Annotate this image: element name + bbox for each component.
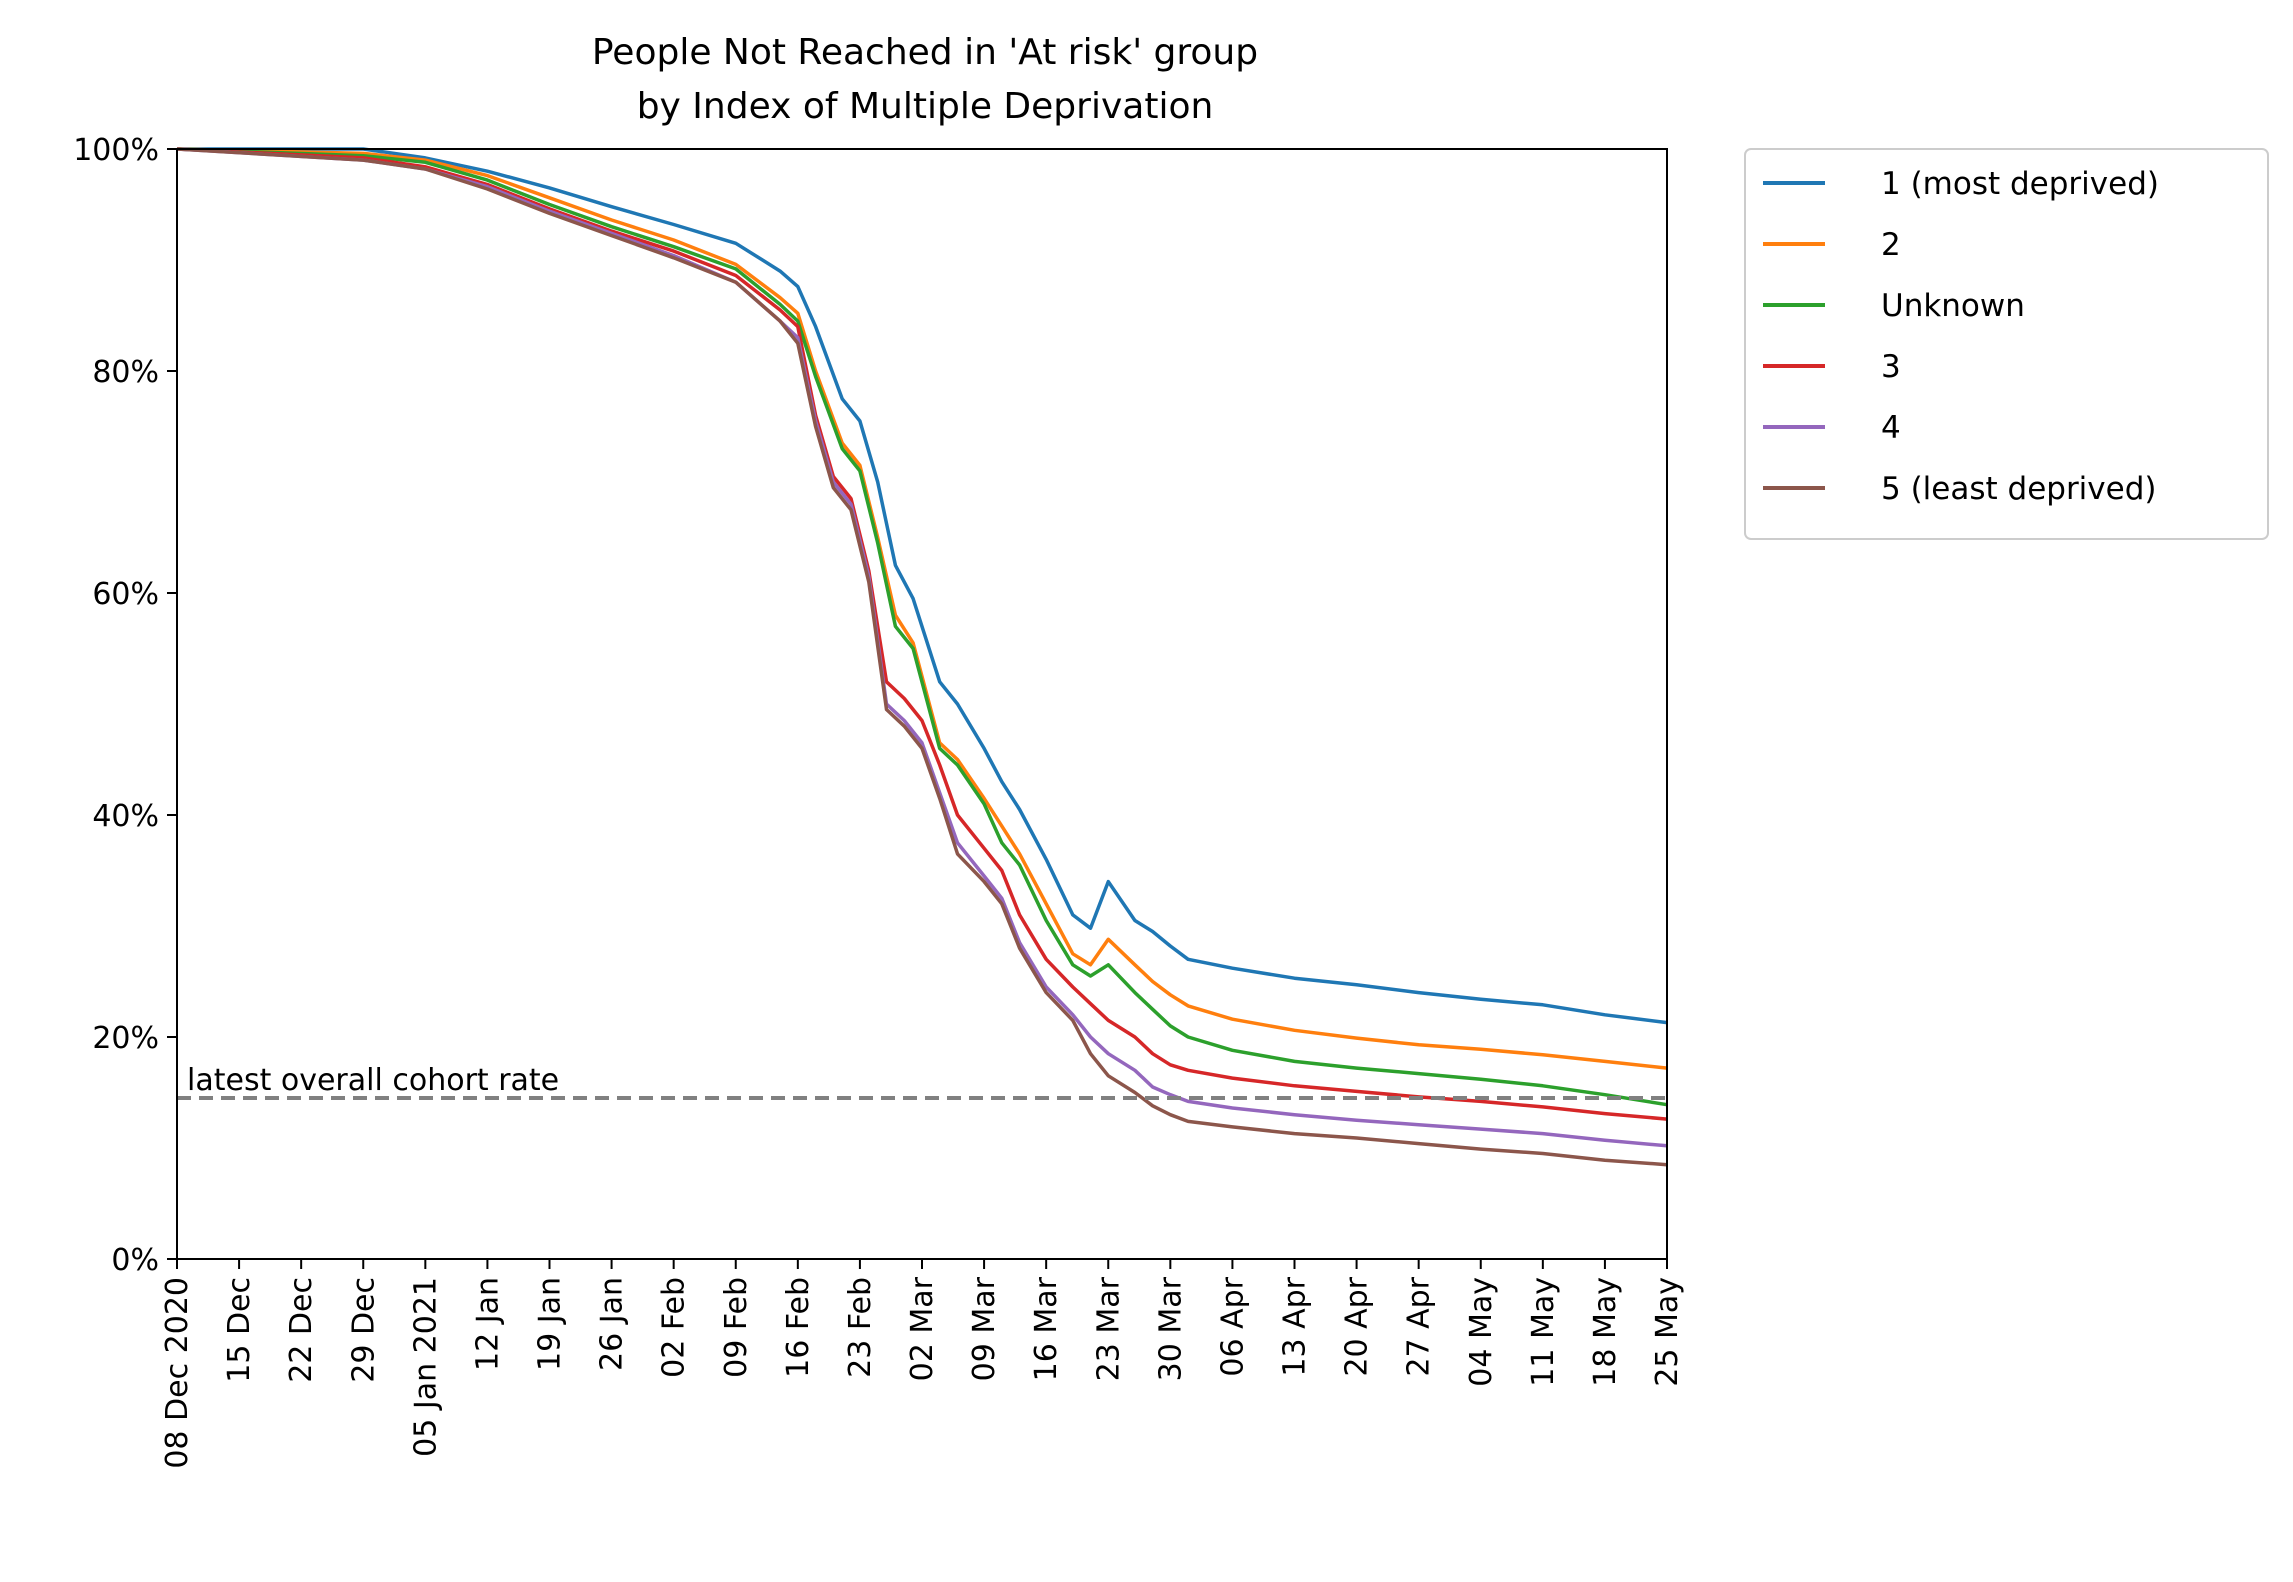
- x-tick-label: 18 May: [1588, 1277, 1623, 1387]
- x-tick-label: 09 Mar: [967, 1276, 1002, 1381]
- x-tick-label: 09 Feb: [719, 1277, 754, 1378]
- x-tick-label: 04 May: [1464, 1277, 1499, 1387]
- x-tick-label: 13 Apr: [1278, 1276, 1313, 1376]
- legend-label-unknown: Unknown: [1881, 288, 2025, 324]
- y-axis: 0% 20% 40% 60% 80% 100%: [73, 133, 177, 1278]
- legend-label-4: 4: [1881, 410, 1901, 446]
- y-tick-label: 80%: [92, 355, 159, 390]
- legend: 1 (most deprived) 2 Unknown 3 4 5 (least depr…: [1744, 148, 2269, 540]
- x-axis: 08 Dec 2020 15 Dec 22 Dec 29 Dec 05 Jan 2021…: [160, 1259, 1685, 1469]
- legend-box: [1744, 148, 2269, 540]
- x-tick-label: 16 Feb: [781, 1277, 816, 1378]
- y-tick-label: 100%: [73, 133, 159, 168]
- legend-label-1-most-deprived: 1 (most deprived): [1881, 166, 2159, 202]
- x-tick-label: 30 Mar: [1153, 1276, 1188, 1381]
- legend-label-5-least-deprived: 5 (least deprived): [1881, 471, 2157, 507]
- x-tick-label: 25 May: [1650, 1277, 1685, 1387]
- x-tick-label: 15 Dec: [222, 1277, 257, 1383]
- x-tick-label: 02 Mar: [905, 1276, 940, 1381]
- x-tick-label: 12 Jan: [470, 1277, 505, 1371]
- x-tick-label: 26 Jan: [595, 1277, 630, 1371]
- reference-line-group: latest overall cohort rate: [177, 1063, 1667, 1101]
- x-tick-label: 23 Mar: [1091, 1276, 1126, 1381]
- x-tick-label: 06 Apr: [1215, 1276, 1250, 1376]
- y-tick-label: 40%: [92, 799, 159, 834]
- series-layer: [176, 147, 1668, 1167]
- series-line-3: [176, 147, 1668, 1121]
- y-tick-label: 60%: [92, 577, 159, 612]
- series-line-1-most-deprived: [177, 147, 1668, 1025]
- x-tick-label: 29 Dec: [346, 1277, 381, 1383]
- legend-label-2: 2: [1881, 227, 1901, 263]
- x-tick-label: 02 Feb: [657, 1277, 692, 1378]
- x-tick-label: 19 Jan: [533, 1277, 568, 1371]
- series-line-5-least-deprived: [176, 147, 1668, 1167]
- y-tick-label: 20%: [92, 1021, 159, 1056]
- y-tick-label: 0%: [111, 1243, 159, 1278]
- chart-title: People Not Reached in 'At risk' group: [592, 32, 1258, 73]
- legend-label-3: 3: [1881, 349, 1901, 385]
- chart-subtitle: by Index of Multiple Deprivation: [637, 86, 1214, 127]
- reference-line-label: latest overall cohort rate: [187, 1063, 559, 1098]
- x-tick-label: 11 May: [1526, 1277, 1561, 1387]
- series-line-unknown: [176, 147, 1668, 1107]
- x-tick-label: 27 Apr: [1402, 1276, 1437, 1376]
- x-tick-label: 16 Mar: [1029, 1276, 1064, 1381]
- x-tick-label: 05 Jan 2021: [408, 1277, 443, 1457]
- x-tick-label: 08 Dec 2020: [160, 1277, 195, 1469]
- x-tick-label: 22 Dec: [284, 1277, 319, 1383]
- x-tick-label: 23 Feb: [843, 1277, 878, 1378]
- x-tick-label: 20 Apr: [1340, 1276, 1375, 1376]
- series-line-2: [176, 147, 1668, 1070]
